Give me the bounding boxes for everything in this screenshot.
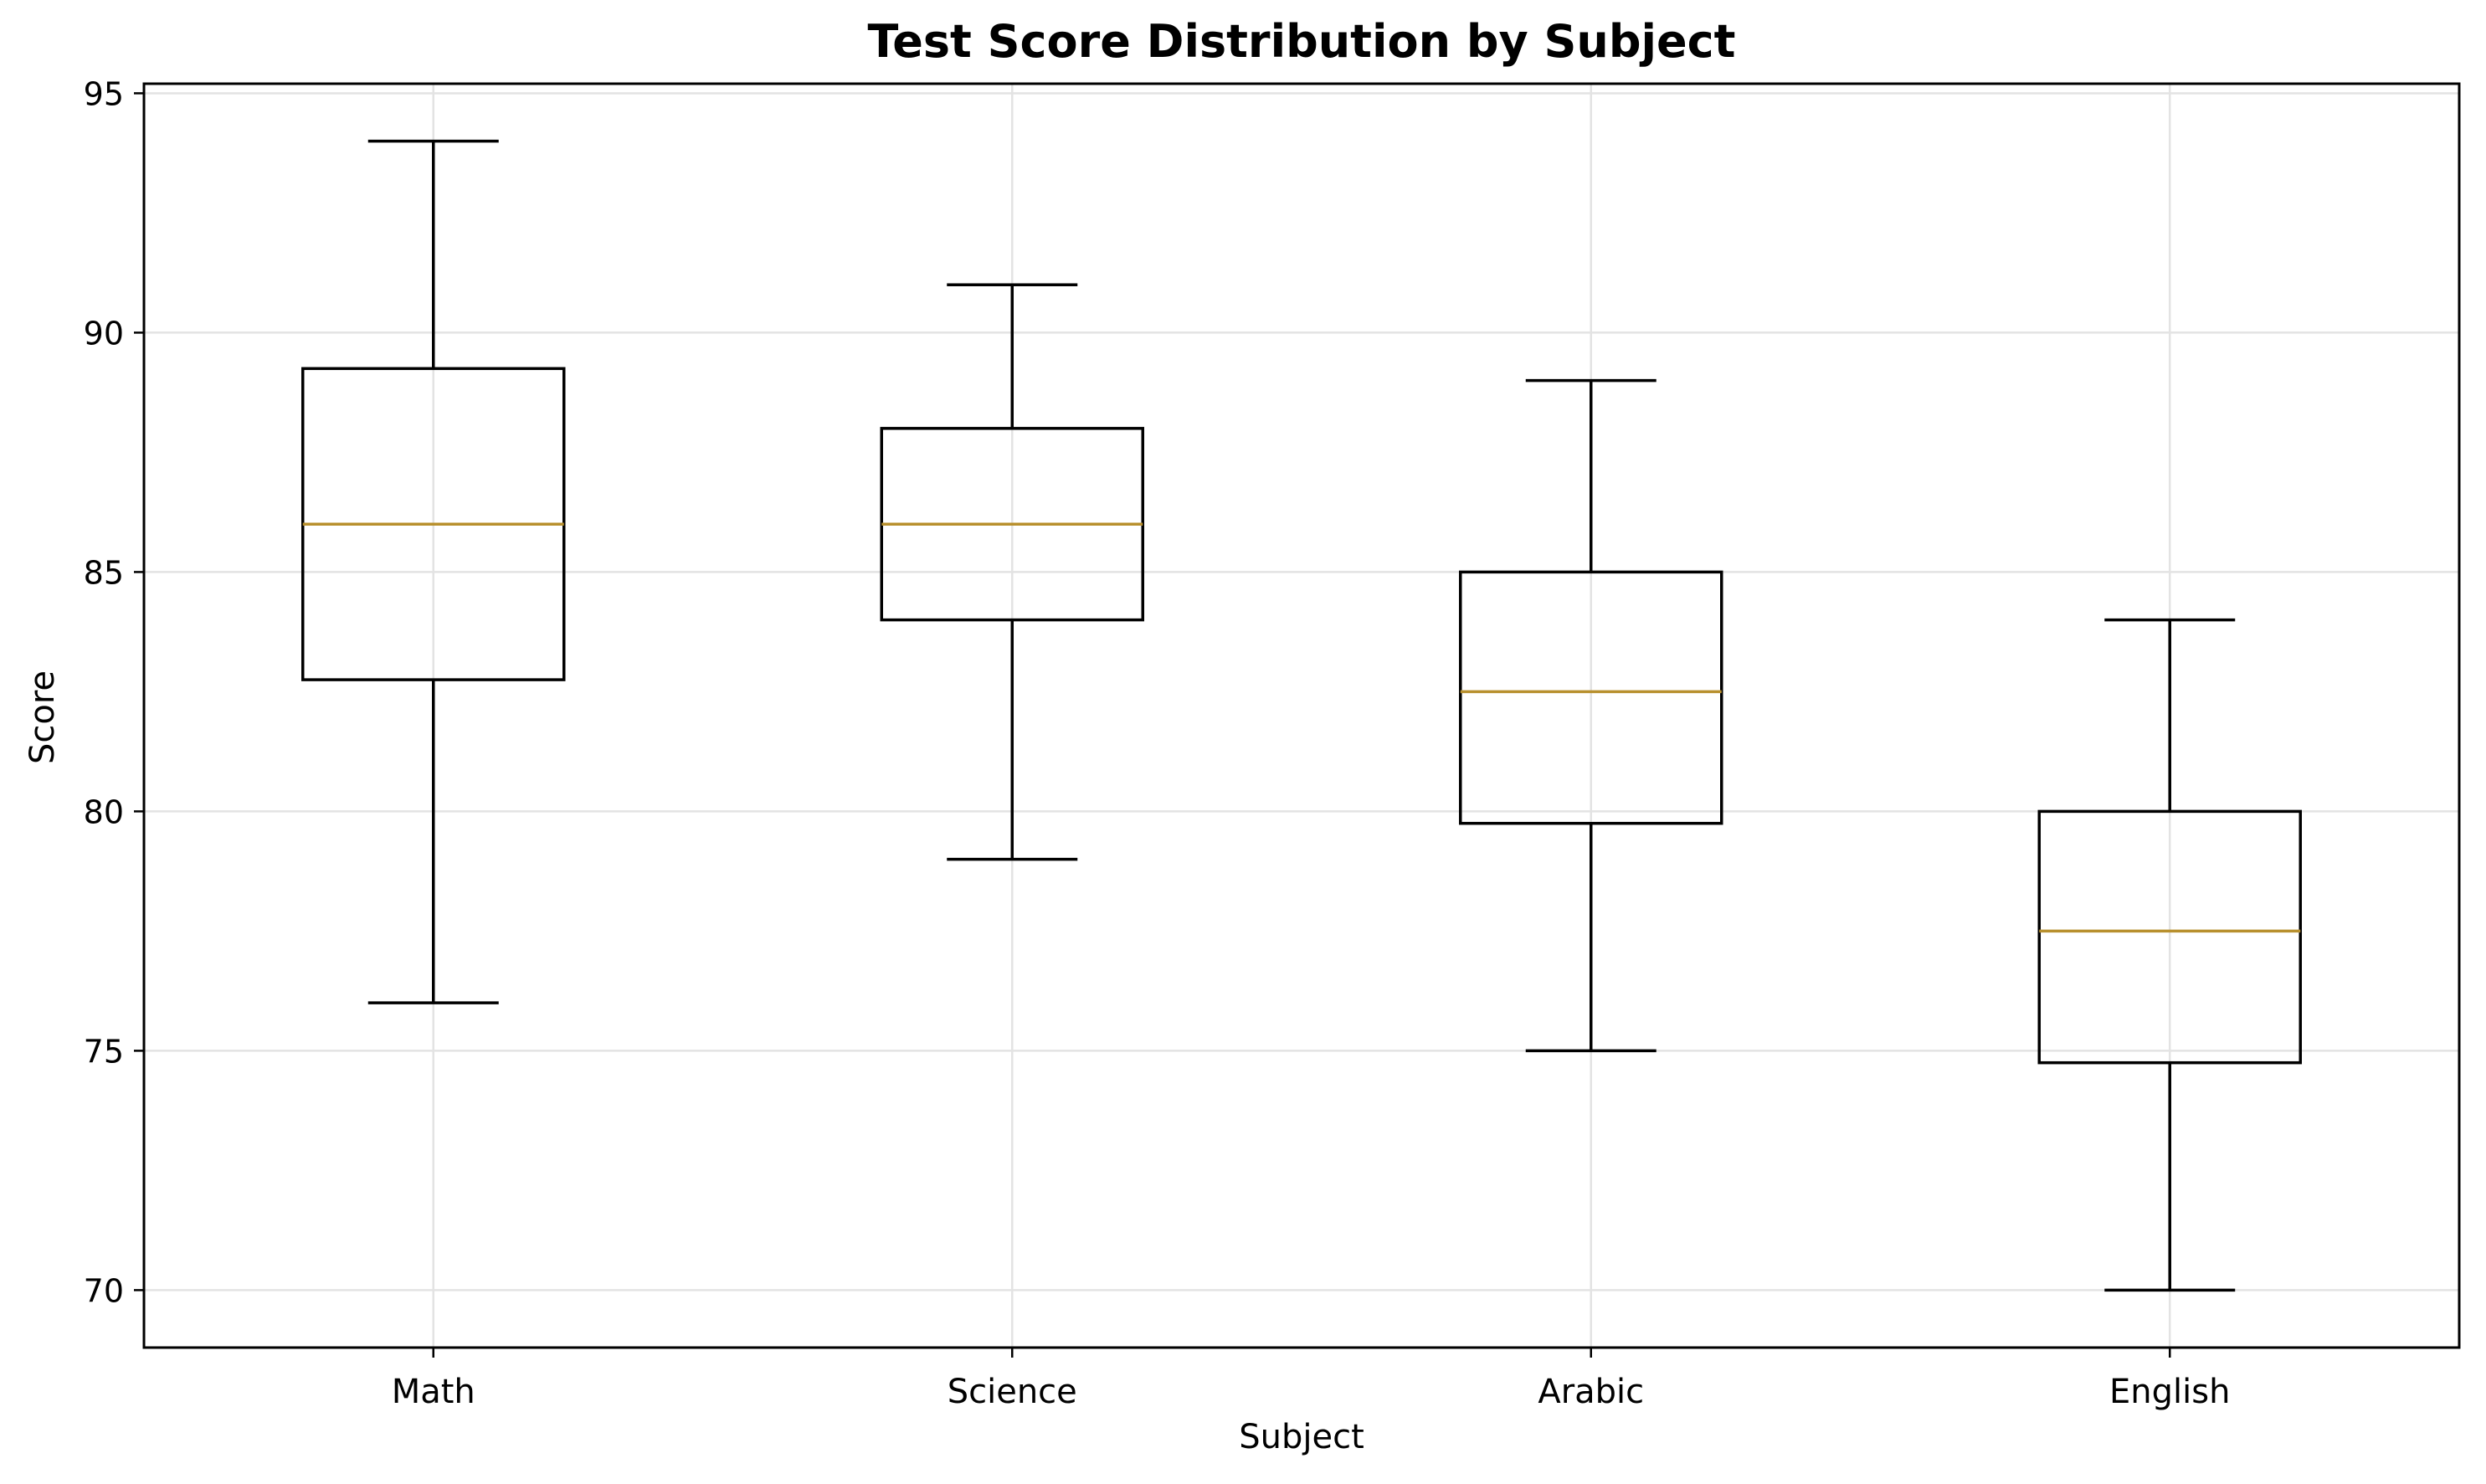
- iqr-box: [1459, 570, 1723, 825]
- tick-layer: 70 75 80 85 90 95 Math Science Arabic English: [84, 75, 2231, 1411]
- box-science: [880, 283, 1144, 861]
- y-axis-label: Score: [23, 670, 62, 764]
- chart-title: Test Score Distribution by Subject: [868, 15, 1736, 68]
- x-tick-label: Math: [392, 1373, 475, 1411]
- y-tick-label: 75: [84, 1033, 124, 1070]
- box-arabic: [1459, 378, 1723, 1053]
- box-layer: [301, 139, 2302, 1292]
- y-tick-label: 80: [84, 793, 124, 830]
- y-tick-label: 90: [84, 315, 124, 352]
- grid-layer: [144, 84, 2459, 1348]
- x-axis-label: Subject: [1239, 1418, 1364, 1456]
- axes-frame: [142, 82, 2461, 1349]
- y-tick-label: 95: [84, 75, 124, 112]
- x-tick-label: Arabic: [1538, 1373, 1644, 1411]
- box-math: [301, 139, 566, 1004]
- iqr-box: [2037, 809, 2302, 1065]
- x-tick-label: Science: [948, 1373, 1077, 1411]
- box-english: [2037, 618, 2302, 1292]
- y-tick-label: 70: [84, 1272, 124, 1309]
- y-tick-label: 85: [84, 554, 124, 591]
- x-tick-label: English: [2109, 1373, 2230, 1411]
